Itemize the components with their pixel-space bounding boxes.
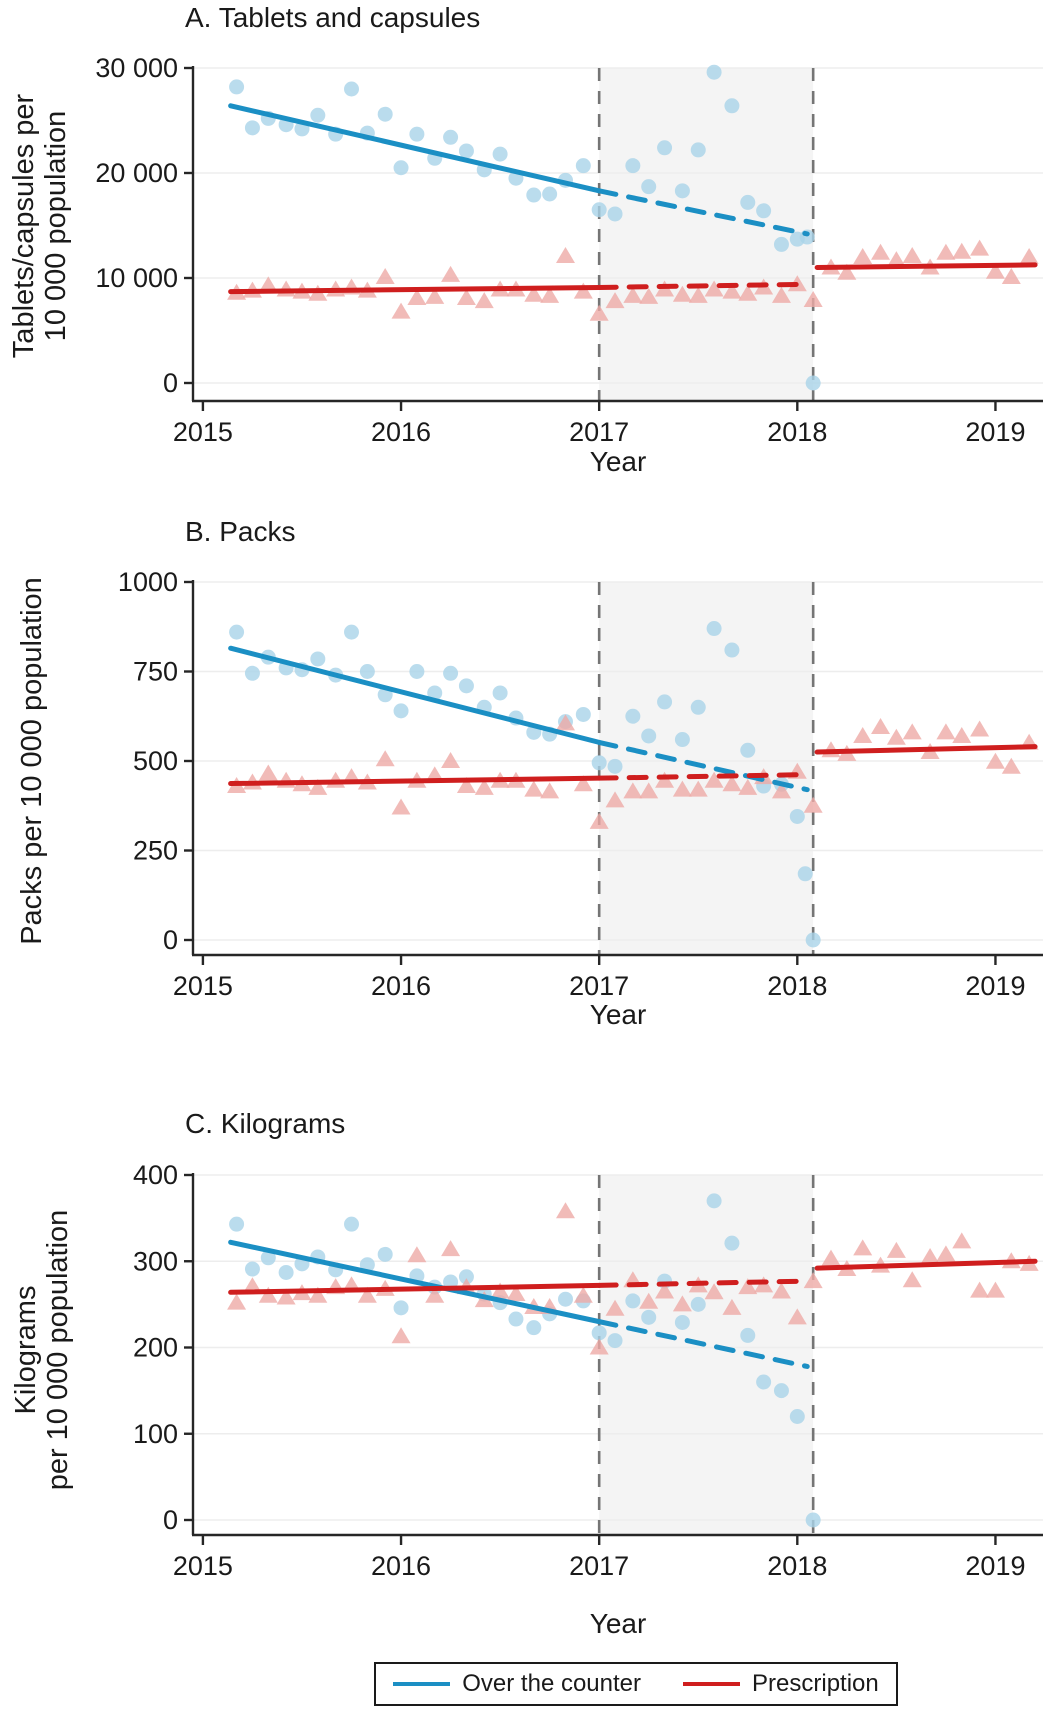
svg-text:2016: 2016 xyxy=(371,1551,431,1581)
svg-text:0: 0 xyxy=(163,1505,178,1535)
svg-text:2018: 2018 xyxy=(767,971,827,1001)
panel-c-y-axis-label-line2: per 10 000 population xyxy=(42,1209,74,1491)
svg-text:2015: 2015 xyxy=(173,1551,233,1581)
legend-item-prescription: Prescription xyxy=(683,1670,879,1698)
svg-text:400: 400 xyxy=(133,1160,178,1190)
svg-text:2016: 2016 xyxy=(371,417,431,447)
prescription-line-swatch-icon xyxy=(683,1682,741,1686)
svg-text:1000: 1000 xyxy=(118,567,178,597)
svg-text:200: 200 xyxy=(133,1333,178,1363)
panel-a-y-axis-label-line2: 10 000 population xyxy=(40,110,72,342)
svg-text:0: 0 xyxy=(163,925,178,955)
panel-a-x-axis-title: Year xyxy=(589,446,647,477)
svg-text:2015: 2015 xyxy=(173,417,233,447)
svg-text:2017: 2017 xyxy=(569,417,629,447)
svg-text:500: 500 xyxy=(133,746,178,776)
svg-text:2018: 2018 xyxy=(767,417,827,447)
svg-text:2017: 2017 xyxy=(569,971,629,1001)
svg-text:300: 300 xyxy=(133,1246,178,1276)
svg-text:2017: 2017 xyxy=(569,1551,629,1581)
panel-a-y-axis-label: Tablets/capsules per 10 000 population xyxy=(8,94,72,358)
svg-text:100: 100 xyxy=(133,1419,178,1449)
panel-b-title: B. Packs xyxy=(185,516,296,547)
panel-b-y-axis-label-line1: Packs per 10 000 population xyxy=(16,577,48,945)
svg-text:2015: 2015 xyxy=(173,971,233,1001)
legend-label-prescription: Prescription xyxy=(752,1670,879,1697)
svg-text:2018: 2018 xyxy=(767,1551,827,1581)
panel-c-title: C. Kilograms xyxy=(185,1108,346,1139)
svg-text:2019: 2019 xyxy=(965,1551,1025,1581)
svg-text:0: 0 xyxy=(163,368,178,398)
svg-text:2019: 2019 xyxy=(965,971,1025,1001)
panel-a-title: A. Tablets and capsules xyxy=(185,2,481,33)
panel-c-y-axis-label: Kilograms per 10 000 population xyxy=(10,1210,74,1491)
svg-text:20 000: 20 000 xyxy=(95,158,178,188)
svg-text:750: 750 xyxy=(133,657,178,687)
svg-text:30 000: 30 000 xyxy=(95,53,178,83)
panel-b-y-axis-label: Packs per 10 000 population xyxy=(16,577,48,945)
panel-a-y-axis-label-line1: Tablets/capsules per xyxy=(8,93,40,359)
legend-label-otc: Over the counter xyxy=(462,1670,642,1697)
panel-c-x-axis-title: Year xyxy=(589,1608,647,1639)
panel-c-y-axis-label-line1: Kilograms xyxy=(10,1285,42,1415)
svg-text:250: 250 xyxy=(133,836,178,866)
panel-b-x-axis-title: Year xyxy=(589,999,647,1030)
legend: Over the counter Prescription xyxy=(374,1662,898,1706)
svg-text:2016: 2016 xyxy=(371,971,431,1001)
svg-text:2019: 2019 xyxy=(965,417,1025,447)
legend-item-otc: Over the counter xyxy=(393,1670,641,1698)
svg-text:10 000: 10 000 xyxy=(95,263,178,293)
otc-line-swatch-icon xyxy=(393,1682,451,1686)
